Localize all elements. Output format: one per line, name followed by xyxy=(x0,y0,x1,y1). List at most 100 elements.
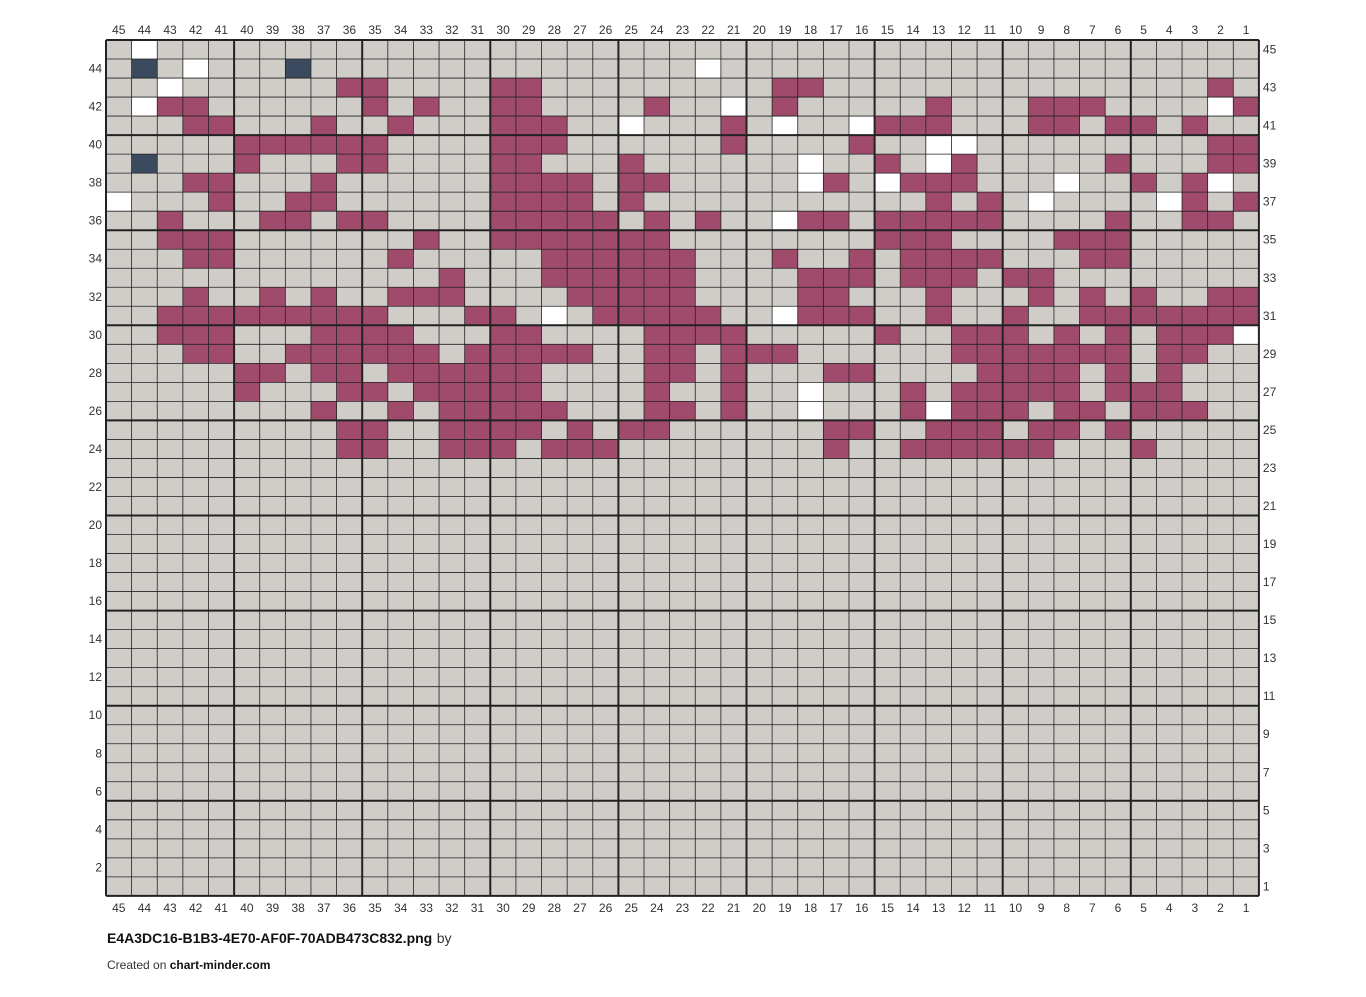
grid-cell xyxy=(977,591,1003,611)
grid-cell xyxy=(695,344,721,364)
grid-cell xyxy=(208,401,235,421)
grid-cell xyxy=(644,268,670,288)
grid-cell xyxy=(413,154,440,174)
grid-cell xyxy=(1105,325,1131,345)
grid-cell xyxy=(490,629,516,649)
grid-cell xyxy=(362,211,388,231)
grid-cell xyxy=(1130,97,1157,117)
grid-cell xyxy=(234,857,260,877)
row-number-right: 19 xyxy=(1263,537,1277,551)
grid-cell xyxy=(567,78,593,98)
grid-cell xyxy=(720,781,747,801)
grid-cell xyxy=(259,515,286,535)
grid-cell xyxy=(413,724,440,744)
grid-cell xyxy=(925,876,952,896)
grid-cell xyxy=(1156,876,1183,896)
grid-cell xyxy=(746,192,773,212)
grid-cell xyxy=(1207,515,1234,535)
grid-cell xyxy=(797,515,824,535)
column-number-bottom: 26 xyxy=(599,901,613,915)
grid-cell xyxy=(336,667,363,687)
grid-cell xyxy=(900,325,926,345)
grid-cell xyxy=(1028,724,1054,744)
grid-cell xyxy=(977,97,1003,117)
grid-cell xyxy=(567,40,593,60)
grid-cell xyxy=(413,629,440,649)
grid-cell xyxy=(1053,173,1080,193)
grid-cell xyxy=(669,325,696,345)
grid-cell xyxy=(720,401,747,421)
grid-cell xyxy=(336,591,363,611)
grid-cell xyxy=(644,97,670,117)
grid-cell xyxy=(797,268,824,288)
site-link[interactable]: chart-minder.com xyxy=(169,958,271,972)
grid-cell xyxy=(106,686,132,706)
grid-cell xyxy=(925,59,952,79)
grid-cell xyxy=(336,59,363,79)
grid-cell xyxy=(797,439,824,459)
grid-cell xyxy=(310,211,337,231)
grid-cell xyxy=(157,458,183,478)
grid-cell xyxy=(182,287,209,307)
grid-cell xyxy=(1053,268,1080,288)
grid-cell xyxy=(669,59,696,79)
grid-cell xyxy=(720,325,747,345)
grid-cell xyxy=(182,401,209,421)
grid-cell xyxy=(848,838,875,858)
grid-cell xyxy=(695,249,721,269)
grid-cell xyxy=(285,743,311,763)
grid-cell xyxy=(1182,838,1208,858)
grid-cell xyxy=(977,230,1003,250)
grid-cell xyxy=(1233,382,1259,402)
grid-cell xyxy=(387,705,414,725)
grid-cell xyxy=(157,192,183,212)
grid-cell xyxy=(1105,268,1131,288)
grid-cell xyxy=(1105,116,1131,136)
grid-cell xyxy=(874,287,901,307)
grid-cell xyxy=(567,325,593,345)
grid-cell xyxy=(746,838,773,858)
grid-cell xyxy=(387,344,414,364)
grid-cell xyxy=(1079,857,1106,877)
grid-cell xyxy=(1130,629,1157,649)
grid-cell xyxy=(541,876,568,896)
grid-cell xyxy=(772,705,798,725)
grid-cell xyxy=(182,59,209,79)
grid-cell xyxy=(823,287,849,307)
grid-cell xyxy=(285,230,311,250)
grid-cell xyxy=(977,344,1003,364)
row-number-right: 45 xyxy=(1263,43,1277,57)
grid-cell xyxy=(746,743,773,763)
grid-cell xyxy=(618,59,645,79)
grid-cell xyxy=(515,762,542,782)
grid-cell xyxy=(1002,382,1029,402)
grid-cell xyxy=(644,116,670,136)
grid-cell xyxy=(541,762,568,782)
grid-cell xyxy=(310,116,337,136)
column-number-top: 4 xyxy=(1166,23,1173,37)
grid-cell xyxy=(746,154,773,174)
grid-cell xyxy=(746,439,773,459)
grid-cell xyxy=(618,629,645,649)
grid-cell xyxy=(439,800,465,820)
grid-cell xyxy=(259,743,286,763)
grid-cell xyxy=(900,344,926,364)
grid-cell xyxy=(464,838,491,858)
grid-cell xyxy=(644,249,670,269)
grid-cell xyxy=(618,439,645,459)
grid-cell xyxy=(259,857,286,877)
grid-cell xyxy=(310,800,337,820)
grid-cell xyxy=(387,382,414,402)
grid-cell xyxy=(1130,819,1157,839)
grid-cell xyxy=(592,534,619,554)
grid-cell xyxy=(1207,40,1234,60)
grid-cell xyxy=(259,610,286,630)
grid-cell xyxy=(746,344,773,364)
grid-cell xyxy=(106,610,132,630)
row-number-left: 38 xyxy=(89,176,103,190)
grid-cell xyxy=(874,819,901,839)
grid-cell xyxy=(1130,857,1157,877)
grid-cell xyxy=(592,705,619,725)
grid-cell xyxy=(131,401,158,421)
grid-cell xyxy=(208,857,235,877)
